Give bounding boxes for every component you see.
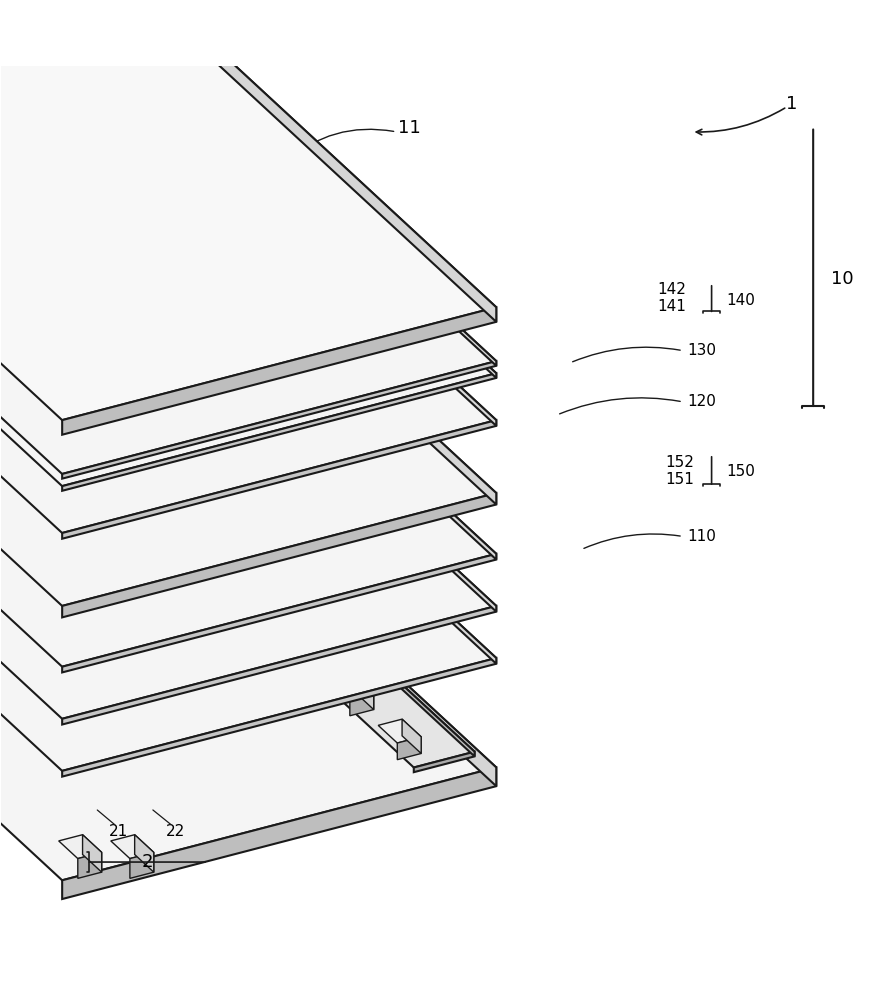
Polygon shape xyxy=(112,473,137,496)
Polygon shape xyxy=(207,230,232,253)
Polygon shape xyxy=(0,142,496,486)
Polygon shape xyxy=(354,344,374,379)
Polygon shape xyxy=(302,318,327,341)
Polygon shape xyxy=(402,719,422,753)
Polygon shape xyxy=(255,605,279,628)
Polygon shape xyxy=(283,631,327,655)
Polygon shape xyxy=(213,544,232,578)
Polygon shape xyxy=(302,649,327,672)
Polygon shape xyxy=(127,430,475,756)
Polygon shape xyxy=(62,307,496,435)
Text: 10: 10 xyxy=(831,270,854,288)
Polygon shape xyxy=(62,493,496,617)
Polygon shape xyxy=(236,587,279,611)
Polygon shape xyxy=(350,362,374,385)
Text: 140: 140 xyxy=(726,293,755,308)
Polygon shape xyxy=(160,517,184,540)
Polygon shape xyxy=(149,285,496,612)
Polygon shape xyxy=(160,186,184,209)
Polygon shape xyxy=(62,767,496,899)
Polygon shape xyxy=(0,130,496,474)
Polygon shape xyxy=(246,130,496,366)
Polygon shape xyxy=(397,737,422,760)
Polygon shape xyxy=(165,500,184,534)
Polygon shape xyxy=(78,852,102,878)
Polygon shape xyxy=(260,587,279,622)
Polygon shape xyxy=(402,388,422,423)
Polygon shape xyxy=(0,99,496,533)
Text: 151: 151 xyxy=(665,472,694,487)
Text: 142: 142 xyxy=(657,282,685,297)
Text: 1: 1 xyxy=(786,95,797,113)
Polygon shape xyxy=(149,337,496,664)
Polygon shape xyxy=(207,561,232,584)
Polygon shape xyxy=(378,388,422,412)
Polygon shape xyxy=(213,213,232,247)
Text: 141: 141 xyxy=(657,299,685,314)
Polygon shape xyxy=(165,169,184,203)
Text: 130: 130 xyxy=(687,343,716,358)
Polygon shape xyxy=(66,100,475,437)
Polygon shape xyxy=(188,544,232,567)
Text: 120: 120 xyxy=(687,394,716,409)
Polygon shape xyxy=(149,0,496,322)
Polygon shape xyxy=(149,172,496,505)
Polygon shape xyxy=(397,406,422,429)
Polygon shape xyxy=(149,446,496,786)
Polygon shape xyxy=(0,285,496,719)
Polygon shape xyxy=(62,554,496,672)
Polygon shape xyxy=(0,337,496,771)
Polygon shape xyxy=(118,125,137,159)
Polygon shape xyxy=(62,658,496,777)
Polygon shape xyxy=(93,125,137,149)
Polygon shape xyxy=(331,675,374,699)
Polygon shape xyxy=(62,361,496,479)
Text: 22: 22 xyxy=(165,824,185,839)
Polygon shape xyxy=(135,835,154,872)
Polygon shape xyxy=(354,675,374,710)
Polygon shape xyxy=(118,456,137,490)
Polygon shape xyxy=(127,100,475,426)
Polygon shape xyxy=(283,301,327,324)
Polygon shape xyxy=(0,0,496,420)
Polygon shape xyxy=(0,233,496,667)
Polygon shape xyxy=(83,835,102,872)
Polygon shape xyxy=(149,233,496,560)
Polygon shape xyxy=(307,301,327,335)
Polygon shape xyxy=(62,373,496,491)
Polygon shape xyxy=(307,631,327,666)
Polygon shape xyxy=(58,835,102,859)
Polygon shape xyxy=(149,99,496,426)
Polygon shape xyxy=(414,752,475,772)
Polygon shape xyxy=(93,456,137,480)
Text: 21: 21 xyxy=(109,824,128,839)
Polygon shape xyxy=(255,274,279,297)
Polygon shape xyxy=(260,257,279,291)
Text: 11: 11 xyxy=(398,119,421,137)
Polygon shape xyxy=(350,693,374,716)
Polygon shape xyxy=(130,852,154,878)
Polygon shape xyxy=(246,142,496,378)
Polygon shape xyxy=(331,344,374,368)
Polygon shape xyxy=(236,257,279,281)
Text: 152: 152 xyxy=(665,455,694,470)
Polygon shape xyxy=(378,719,422,743)
Polygon shape xyxy=(414,421,475,441)
Polygon shape xyxy=(111,835,154,859)
Text: 110: 110 xyxy=(687,529,716,544)
Polygon shape xyxy=(188,213,232,237)
Polygon shape xyxy=(62,420,496,539)
Polygon shape xyxy=(0,446,496,880)
Polygon shape xyxy=(141,169,184,193)
Polygon shape xyxy=(62,606,496,725)
Polygon shape xyxy=(112,143,137,165)
Text: 2: 2 xyxy=(141,853,153,871)
Text: 150: 150 xyxy=(726,464,755,479)
Polygon shape xyxy=(0,172,496,606)
Polygon shape xyxy=(141,500,184,523)
Polygon shape xyxy=(66,430,475,767)
